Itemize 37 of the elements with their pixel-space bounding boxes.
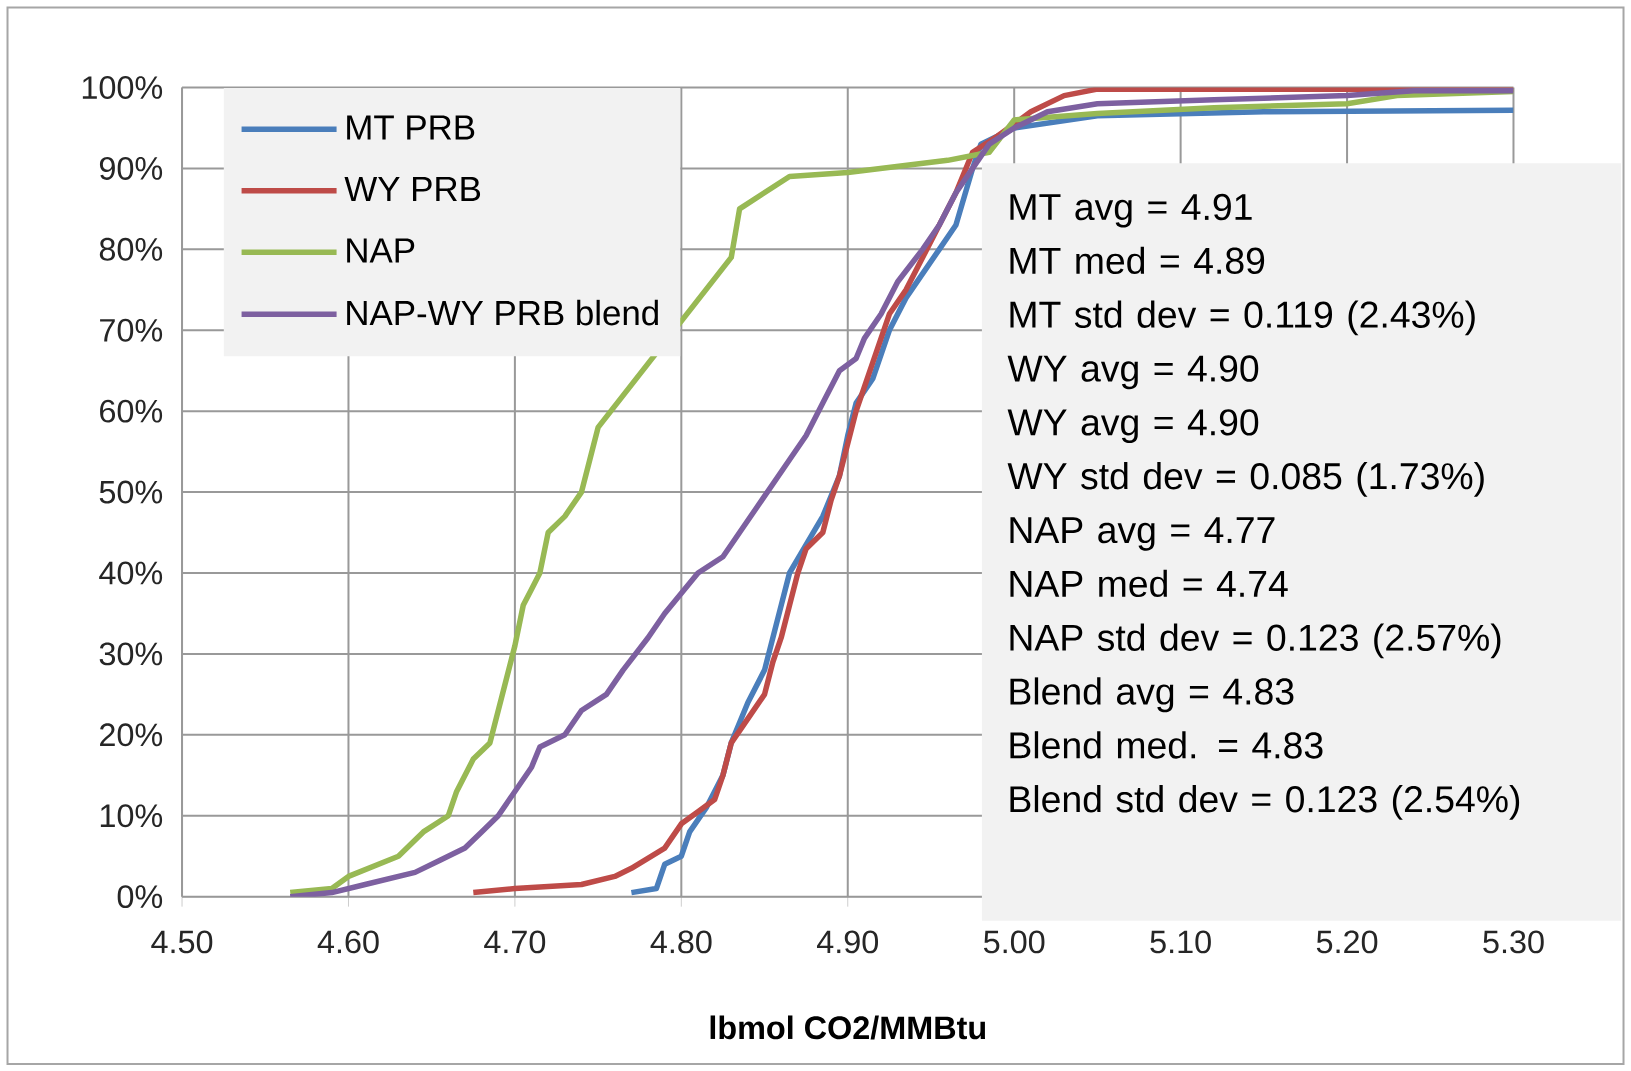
- x-tick-label: 4.60: [317, 930, 379, 954]
- annotation: Blend std dev = 0.123 (2.54%): [1010, 784, 1520, 820]
- annotation: NAP avg = 4.77: [1010, 517, 1275, 551]
- annotation: NAP std dev = 0.123 (2.57%): [1010, 623, 1501, 659]
- annotation: Blend avg = 4.83: [1010, 677, 1294, 712]
- x-tick-label: 5.00: [983, 930, 1045, 954]
- y-tick-label: 60%: [100, 399, 163, 423]
- y-tick-label: 10%: [100, 804, 163, 827]
- y-tick-label: 80%: [99, 237, 163, 261]
- y-tick-label: 0%: [117, 884, 163, 908]
- x-tick-label: 4.50: [151, 930, 213, 954]
- annotation: WY avg = 4.90: [1007, 408, 1259, 443]
- x-tick-label: 4.90: [816, 930, 879, 954]
- annotation: WY avg = 4.90: [1007, 355, 1259, 389]
- x-tick-label: 4.80: [650, 930, 712, 954]
- annotation: MT avg = 4.91: [1010, 193, 1252, 228]
- y-tick-label: 100%: [82, 75, 163, 99]
- annotation: MT med = 4.89: [1010, 246, 1265, 274]
- annotation: Blend med. = 4.83: [1010, 731, 1323, 759]
- legend-label: WY PRB: [344, 176, 481, 201]
- y-tick-label: 20%: [100, 723, 163, 747]
- annotation: WY std dev = 0.085 (1.73%): [1007, 461, 1484, 497]
- annotation: MT std dev = 0.119 (2.43%): [1010, 300, 1475, 336]
- annotation: NAP med = 4.74: [1010, 569, 1288, 597]
- y-tick-label: 30%: [99, 642, 163, 666]
- legend-label: MT PRB: [347, 115, 475, 140]
- x-tick-label: 4.70: [484, 930, 546, 954]
- legend-label: NAP-WY PRB blend: [347, 299, 658, 326]
- y-tick-label: 40%: [99, 561, 163, 585]
- y-tick-label: 70%: [100, 318, 163, 342]
- x-tick-label: 5.10: [1150, 930, 1211, 954]
- x-tick-label: 5.20: [1316, 930, 1378, 954]
- legend-label: NAP: [347, 238, 415, 263]
- x-tick-label: 5.30: [1483, 930, 1544, 954]
- y-tick-label: 50%: [99, 480, 163, 504]
- y-tick-label: 90%: [99, 156, 163, 180]
- x-axis-title: lbmol CO2/MMBtu: [710, 1015, 986, 1040]
